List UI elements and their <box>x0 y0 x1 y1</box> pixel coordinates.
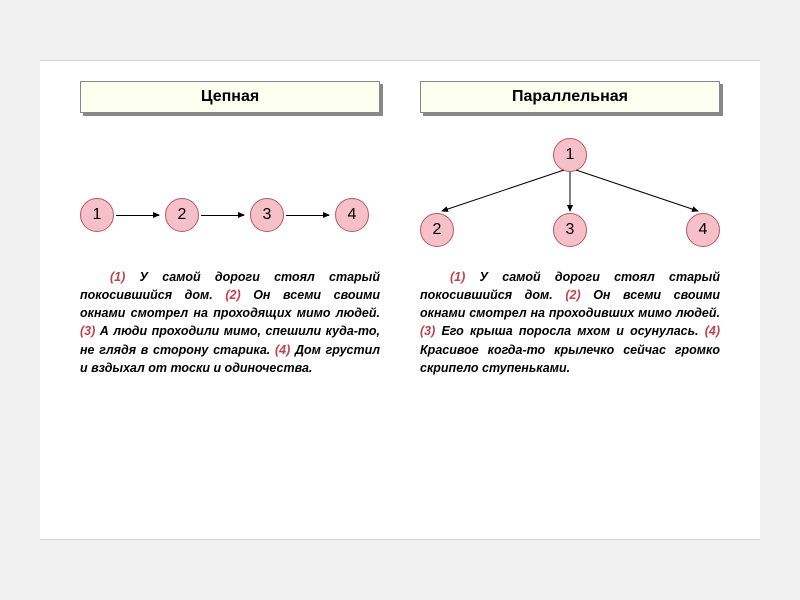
slide-canvas: Цепная 1 2 3 4 (1) У самой дороги стоял … <box>40 60 760 540</box>
right-passage: (1) У самой дороги стоял старый покосивш… <box>420 268 720 377</box>
chain-arrow-2 <box>201 215 244 216</box>
chain-arrow-3 <box>286 215 329 216</box>
chain-node-3: 3 <box>250 198 284 232</box>
sent-text: Красивое когда-то крылечко сейчас громко… <box>420 343 720 375</box>
chain-arrow-1 <box>116 215 159 216</box>
columns: Цепная 1 2 3 4 (1) У самой дороги стоял … <box>40 61 760 539</box>
chain-diagram: 1 2 3 4 <box>80 138 380 268</box>
chain-node-4: 4 <box>335 198 369 232</box>
chain-node-2: 2 <box>165 198 199 232</box>
sent-num: (2) <box>565 288 580 302</box>
sent-num: (1) <box>450 270 465 284</box>
left-title: Цепная <box>80 81 380 113</box>
right-title: Параллельная <box>420 81 720 113</box>
parallel-diagram: 1 2 3 4 <box>420 138 720 268</box>
sent-num: (4) <box>275 343 290 357</box>
sent-num: (2) <box>225 288 240 302</box>
sent-num: (4) <box>705 324 720 338</box>
sent-num: (1) <box>110 270 125 284</box>
right-column: Параллельная 1 2 3 4 <box>420 81 720 539</box>
sent-num: (3) <box>80 324 95 338</box>
sent-num: (3) <box>420 324 435 338</box>
chain-node-1: 1 <box>80 198 114 232</box>
left-column: Цепная 1 2 3 4 (1) У самой дороги стоял … <box>80 81 380 539</box>
par-arrows <box>420 138 720 268</box>
sent-text: Его крыша поросла мхом и осунулась. <box>435 324 704 338</box>
left-passage: (1) У самой дороги стоял старый покосивш… <box>80 268 380 377</box>
